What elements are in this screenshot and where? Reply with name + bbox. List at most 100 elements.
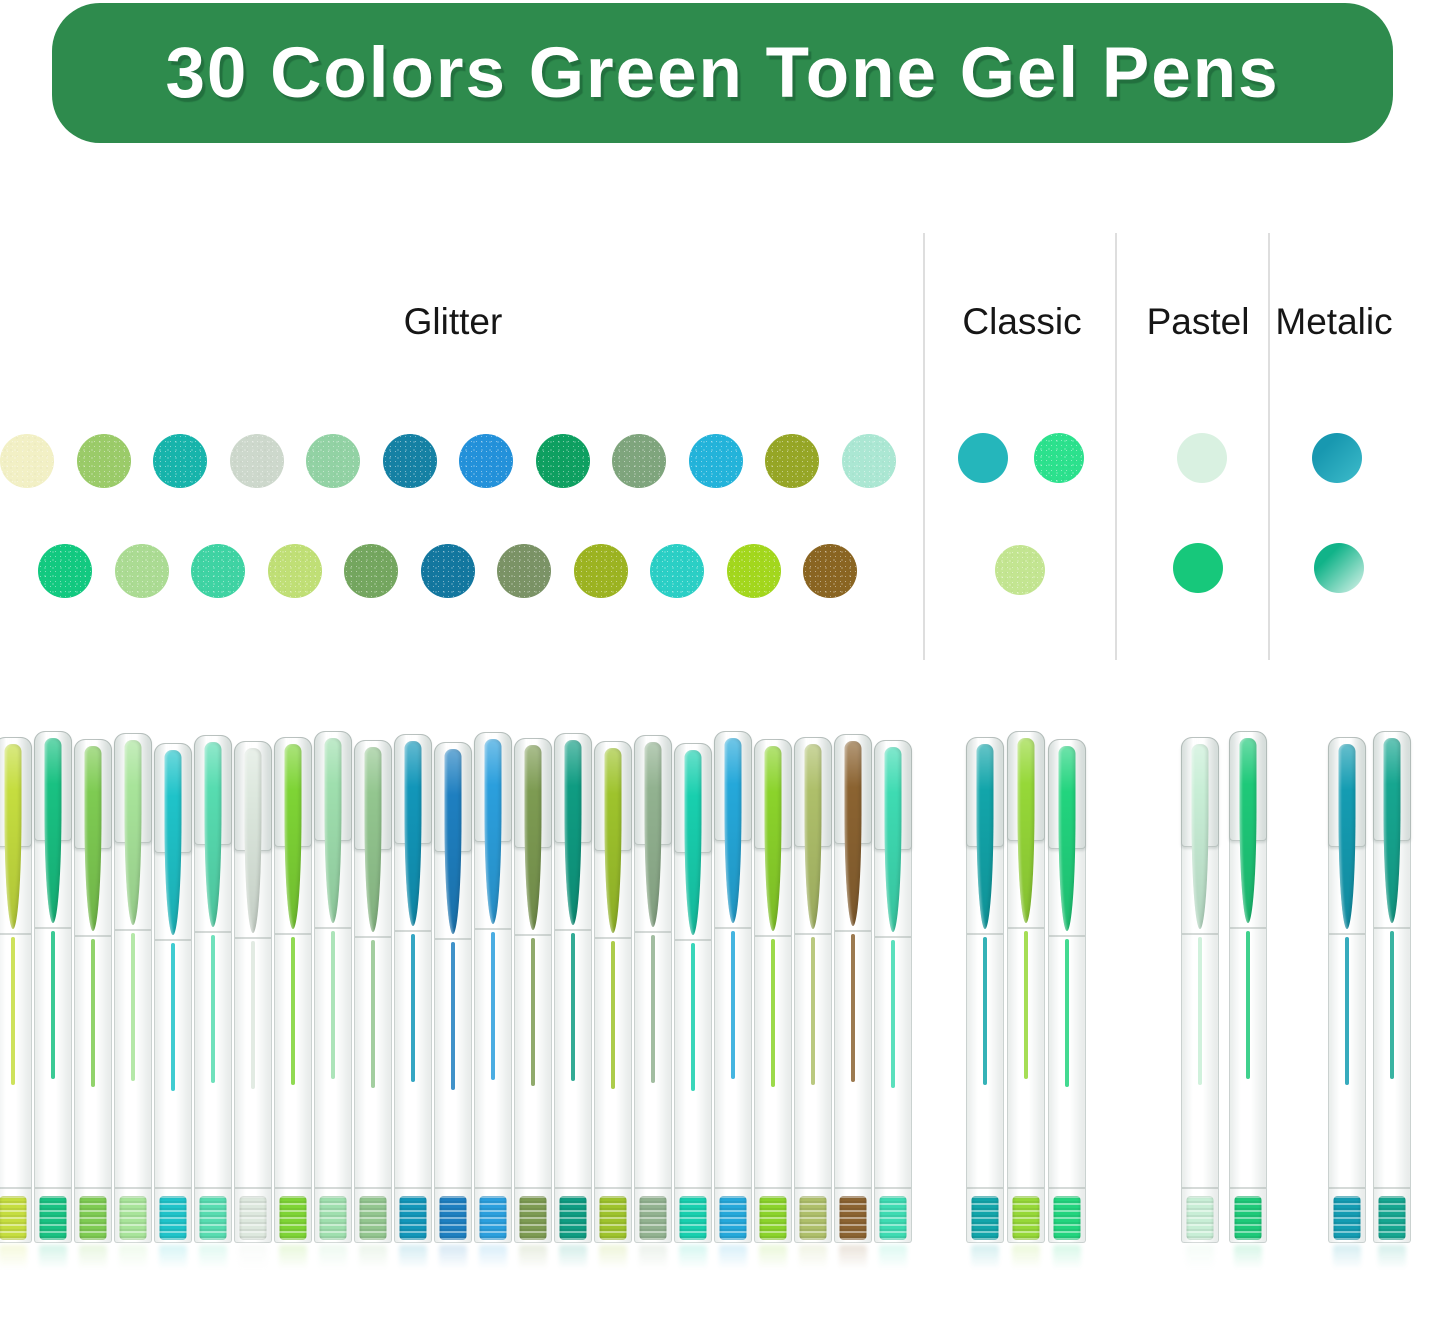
- pen-end-plug: [439, 1196, 467, 1240]
- pen-end-plug: [279, 1196, 307, 1240]
- divider-classic-pastel: [1115, 233, 1117, 660]
- pen-barrel-joint: [555, 1187, 591, 1189]
- pen-ink-refill: [51, 931, 55, 1079]
- pen-reflection: [79, 1245, 107, 1275]
- pen-barrel-joint: [1182, 933, 1218, 935]
- pen-barrel-joint: [1182, 1187, 1218, 1189]
- gel-pen: [114, 733, 152, 1275]
- color-dot: [76, 434, 131, 488]
- pen-end-plug: [799, 1196, 827, 1240]
- pen-barrel-joint: [875, 936, 911, 938]
- pen-reflection: [439, 1245, 467, 1275]
- gel-pen: [754, 739, 792, 1275]
- pen-reflection: [1186, 1245, 1214, 1275]
- pen-barrel-joint: [115, 929, 151, 931]
- pen-barrel-joint: [475, 1187, 511, 1189]
- pen-cap-clip: [164, 750, 182, 935]
- pen-cap-clip: [444, 749, 462, 934]
- pen-barrel-joint: [755, 1187, 791, 1189]
- pen-end-plug: [0, 1196, 27, 1240]
- color-dot: [344, 544, 398, 598]
- gel-pen: [194, 735, 232, 1275]
- gel-pen: [234, 741, 272, 1275]
- color-dot: [267, 544, 322, 598]
- pen-barrel-joint: [0, 1187, 31, 1189]
- pen-ink-refill: [451, 942, 455, 1090]
- pen-reflection: [679, 1245, 707, 1275]
- pen-barrel-joint: [1230, 1187, 1266, 1189]
- gel-pen: [1048, 739, 1086, 1275]
- pen-barrel-joint: [1374, 1187, 1410, 1189]
- pen-barrel-joint: [235, 1187, 271, 1189]
- pen-reflection: [879, 1245, 907, 1275]
- pen-end-plug: [319, 1196, 347, 1240]
- pen-end-plug: [1053, 1196, 1081, 1240]
- color-dot: [612, 434, 666, 488]
- pen-end-plug: [159, 1196, 187, 1240]
- pen-cap-clip: [524, 745, 542, 930]
- pen-barrel-joint: [875, 1187, 911, 1189]
- pen-barrel-joint: [315, 1187, 351, 1189]
- pen-barrel-joint: [1329, 1187, 1365, 1189]
- gel-pen: [554, 733, 592, 1275]
- pen-cap-clip: [244, 748, 262, 933]
- pen-cap-clip: [844, 741, 862, 926]
- pen-reflection: [199, 1245, 227, 1275]
- pen-reflection: [639, 1245, 667, 1275]
- pen-reflection: [159, 1245, 187, 1275]
- pen-ink-refill: [491, 932, 495, 1080]
- color-dot: [38, 544, 92, 598]
- pen-barrel-joint: [635, 1187, 671, 1189]
- gel-pen: [314, 731, 352, 1275]
- pen-cap-clip: [284, 744, 302, 929]
- pen-reflection: [971, 1245, 999, 1275]
- pen-barrel-joint: [395, 1187, 431, 1189]
- pen-ink-refill: [331, 931, 335, 1079]
- pen-ink-refill: [371, 940, 375, 1088]
- gel-pen: [434, 742, 472, 1275]
- color-dot: [497, 544, 551, 598]
- pen-barrel-joint: [115, 1187, 151, 1189]
- pen-cap-clip: [124, 740, 142, 925]
- color-dot: [535, 434, 590, 488]
- pen-reflection: [479, 1245, 507, 1275]
- pen-ink-refill: [611, 941, 615, 1089]
- color-dot: [726, 544, 781, 598]
- color-dot: [841, 434, 896, 488]
- pen-reflection: [1012, 1245, 1040, 1275]
- pen-cap-clip: [564, 740, 582, 925]
- pen-cap-clip: [44, 738, 62, 923]
- pen-cap-clip: [604, 748, 622, 933]
- pen-barrel-joint: [235, 937, 271, 939]
- color-dot: [114, 544, 169, 598]
- pen-barrel-joint: [595, 937, 631, 939]
- divider-glitter-classic: [923, 233, 925, 660]
- pen-barrel-joint: [395, 930, 431, 932]
- pen-barrel-joint: [715, 927, 751, 929]
- pen-barrel-joint: [515, 1187, 551, 1189]
- gel-pen: [714, 731, 752, 1275]
- pen-barrel-joint: [555, 929, 591, 931]
- pen-reflection: [239, 1245, 267, 1275]
- pen-end-plug: [1378, 1196, 1406, 1240]
- pen-cap-clip: [84, 746, 102, 931]
- pen-barrel-joint: [967, 933, 1003, 935]
- pen-reflection: [1053, 1245, 1081, 1275]
- pen-reflection: [1234, 1245, 1262, 1275]
- pen-reflection: [519, 1245, 547, 1275]
- pen-cap-clip: [1338, 744, 1356, 929]
- color-dot: [0, 434, 54, 488]
- pen-end-plug: [971, 1196, 999, 1240]
- category-label-glitter: Glitter: [403, 301, 503, 342]
- gel-pen: [794, 737, 832, 1275]
- pen-reflection: [559, 1245, 587, 1275]
- pen-barrel-joint: [435, 1187, 471, 1189]
- pen-barrel-joint: [0, 933, 31, 935]
- pen-barrel-joint: [675, 939, 711, 941]
- pen-end-plug: [679, 1196, 707, 1240]
- pen-barrel-joint: [75, 1187, 111, 1189]
- pen-ink-refill: [691, 943, 695, 1091]
- gel-pen: [354, 740, 392, 1275]
- color-dot: [573, 544, 628, 598]
- pen-ink-refill: [1065, 939, 1069, 1087]
